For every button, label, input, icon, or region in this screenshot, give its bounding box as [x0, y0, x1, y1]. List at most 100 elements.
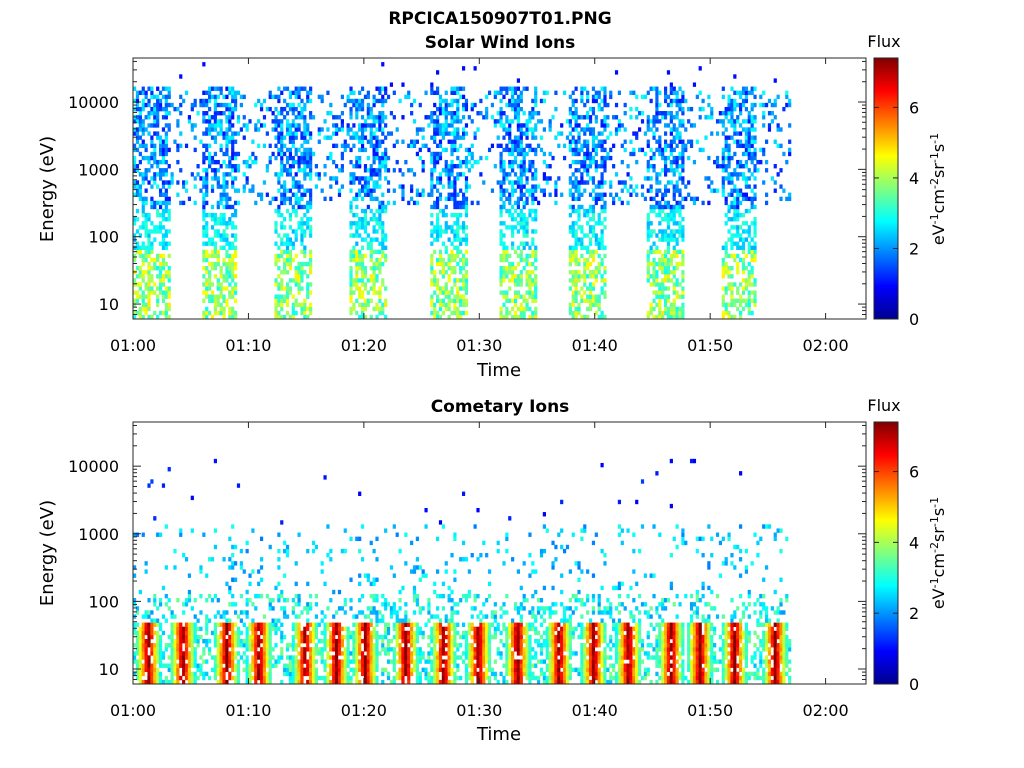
heatmap-cell	[461, 221, 466, 226]
heatmap-cell	[283, 151, 287, 157]
heatmap-cell	[158, 225, 163, 230]
heatmap-cell	[450, 131, 454, 136]
heatmap-cell	[436, 176, 440, 181]
heatmap-cell	[658, 200, 662, 206]
heatmap-cell	[655, 290, 659, 295]
heatmap-cell	[182, 659, 186, 664]
heatmap-cell	[603, 164, 607, 169]
heatmap-cell	[658, 119, 662, 124]
heatmap-cell	[291, 176, 295, 181]
heatmap-cell	[430, 298, 434, 303]
heatmap-cell	[144, 306, 148, 312]
heatmap-cell	[156, 131, 160, 136]
heatmap-cell	[727, 253, 731, 259]
heatmap-cell	[580, 127, 584, 132]
heatmap-cell	[747, 151, 751, 157]
heatmap-cell	[231, 651, 235, 656]
heatmap-cell	[355, 253, 359, 259]
heatmap-cell	[196, 675, 200, 681]
heatmap-cell	[505, 274, 509, 279]
heatmap-cell	[571, 115, 575, 120]
heatmap-cell	[730, 233, 734, 238]
heatmap-cell	[453, 221, 457, 226]
heatmap-cell	[234, 94, 238, 100]
heatmap-cell	[280, 151, 284, 157]
heatmap-cell	[594, 265, 598, 271]
heatmap-cell	[516, 253, 520, 259]
heatmap-cell	[718, 111, 723, 116]
heatmap-cell	[182, 184, 186, 189]
heatmap-cell	[190, 626, 194, 632]
heatmap-cell	[205, 618, 209, 623]
heatmap-cell	[733, 98, 737, 104]
heatmap-cell	[360, 253, 365, 259]
heatmap-cell	[750, 249, 754, 255]
heatmap-cell	[187, 638, 192, 644]
heatmap-cell	[675, 94, 679, 100]
heatmap-cell	[309, 188, 313, 193]
heatmap-cell	[153, 94, 157, 100]
heatmap-cell	[649, 282, 653, 287]
heatmap-cell	[666, 314, 671, 319]
heatmap-cell	[360, 106, 365, 112]
heatmap-cell	[277, 139, 281, 144]
heatmap-cell	[248, 626, 252, 632]
heatmap-cell	[516, 176, 520, 181]
heatmap-cell	[744, 106, 748, 112]
heatmap-cell	[303, 119, 307, 124]
heatmap-cell	[511, 143, 515, 149]
heatmap-cell	[770, 111, 774, 116]
heatmap-cell	[208, 298, 212, 303]
heatmap-cell	[199, 593, 203, 599]
heatmap-cell	[531, 176, 535, 181]
heatmap-cell	[222, 172, 226, 177]
heatmap-cell	[436, 237, 440, 242]
heatmap-cell	[303, 139, 307, 144]
heatmap-cell	[508, 123, 512, 128]
heatmap-cell	[508, 159, 512, 165]
heatmap-cell	[190, 630, 194, 636]
heatmap-cell	[216, 643, 220, 648]
heatmap-cell	[378, 286, 382, 291]
heatmap-cell	[418, 102, 422, 108]
heatmap-cell	[133, 221, 137, 226]
heatmap-cell	[441, 261, 445, 267]
heatmap-cell	[176, 143, 180, 149]
heatmap-cell	[153, 257, 157, 263]
heatmap-cell	[179, 200, 183, 206]
heatmap-cell	[733, 151, 737, 157]
heatmap-cell	[335, 115, 339, 120]
heatmap-cell	[499, 151, 503, 157]
heatmap-cell	[231, 106, 235, 112]
heatmap-cell	[133, 147, 137, 153]
heatmap-cell	[580, 286, 584, 291]
heatmap-cell	[228, 159, 232, 165]
heatmap-cell	[277, 180, 281, 185]
heatmap-cell	[672, 86, 676, 91]
heatmap-cell	[135, 294, 140, 299]
heatmap-cell	[407, 90, 411, 96]
heatmap-cell	[156, 111, 160, 116]
heatmap-cell	[591, 298, 596, 303]
heatmap-cell	[600, 208, 604, 214]
heatmap-cell	[560, 123, 564, 128]
heatmap-cell	[612, 143, 616, 149]
heatmap-cell	[167, 147, 171, 153]
heatmap-cell	[436, 212, 440, 218]
heatmap-cell	[225, 143, 229, 149]
heatmap-cell	[135, 643, 140, 648]
heatmap-cell	[672, 168, 676, 173]
heatmap-cell	[147, 290, 151, 295]
heatmap-cell	[571, 245, 575, 250]
heatmap-cell	[672, 229, 676, 234]
heatmap-cell	[522, 217, 526, 222]
heatmap-cell	[597, 106, 601, 112]
heatmap-cell	[378, 208, 382, 214]
heatmap-cell	[363, 253, 368, 259]
heatmap-cell	[133, 298, 137, 303]
heatmap-cell	[259, 638, 264, 644]
heatmap-cell	[652, 155, 656, 161]
heatmap-cell	[363, 164, 368, 169]
heatmap-cell	[375, 314, 379, 319]
heatmap-cell	[609, 147, 613, 153]
